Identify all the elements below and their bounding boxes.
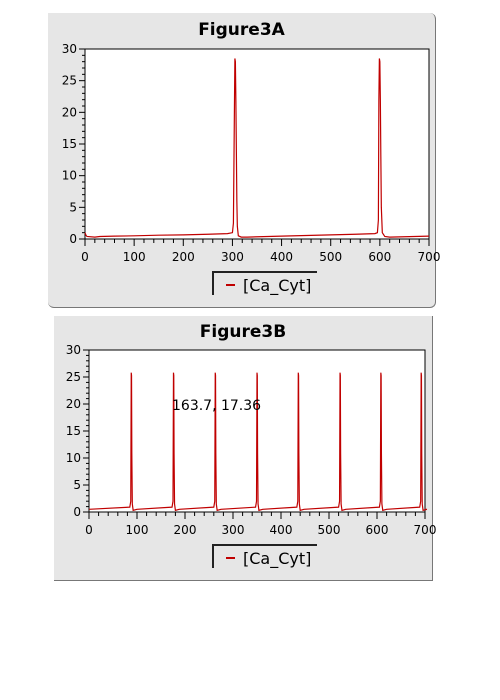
figure-3b-x-tick-label: 0 <box>85 523 93 537</box>
figure-3a-y-tick-label: 20 <box>62 105 77 119</box>
figure-3a-x-tick-label: 500 <box>319 250 342 264</box>
figure-3b-x-tick-label: 700 <box>414 523 437 537</box>
figure-3a-series-line-ca-cyt <box>84 58 430 238</box>
figure-3b-y-tick-label: 30 <box>66 343 81 357</box>
figure-3b-y-tick-label: 20 <box>66 397 81 411</box>
figure-3b-y-tick-label: 15 <box>66 424 81 438</box>
figure-3a-x-tick-label: 400 <box>270 250 293 264</box>
figure-3b-series-line-ca-cyt <box>88 372 428 512</box>
figure-3b-title: Figure3B <box>199 322 287 342</box>
figure-3a-title: Figure3A <box>198 20 285 40</box>
figure-3b-panel: Figure3B 0 5 10 15 20 25 30 0 100 200 300 400 500 600… <box>54 316 437 581</box>
figure-3a-y-tick-label: 30 <box>62 42 77 56</box>
figure-3a-y-tick-label: 15 <box>62 137 77 151</box>
figure-3a-panel: Figure3A 0 5 10 15 20 25 30 0 100 200 300 400 500 600… <box>48 13 441 308</box>
figure-3b-x-tick-label: 100 <box>126 523 149 537</box>
cursor-coordinate-readout: 163.7, 17.36 <box>172 398 262 414</box>
figure-3b-y-tick-label: 5 <box>73 478 81 492</box>
figure-3b-x-tick-label: 400 <box>270 523 293 537</box>
legend-line-swatch <box>226 557 235 559</box>
figure-3a-x-tick-label: 600 <box>368 250 391 264</box>
figure-3b-legend-label: [Ca_Cyt] <box>243 549 312 568</box>
figure-3a-y-tick-label: 0 <box>69 232 77 246</box>
figure-3a-x-tick-label: 200 <box>172 250 195 264</box>
legend-line-swatch <box>226 284 235 286</box>
figure-3a-y-tick-label: 25 <box>62 74 77 88</box>
figure-3b-x-tick-label: 500 <box>318 523 341 537</box>
figure-3b-legend: [Ca_Cyt] <box>212 544 318 568</box>
figure-3a-legend-label: [Ca_Cyt] <box>243 276 312 295</box>
figure-3a-plot-area <box>84 48 430 240</box>
figure-3a-x-tick-label: 700 <box>418 250 441 264</box>
figure-3a-x-tick-label: 300 <box>221 250 244 264</box>
figure-3a-x-tick-label: 0 <box>81 250 89 264</box>
figure-3b-x-tick-label: 600 <box>366 523 389 537</box>
figure-3b-y-tick-label: 10 <box>66 451 81 465</box>
figure-3b-y-tick-label: 25 <box>66 370 81 384</box>
figure-3a-y-tick-label: 5 <box>69 200 77 214</box>
figure-3a-x-tick-label: 100 <box>123 250 146 264</box>
figure-3b-x-tick-label: 300 <box>222 523 245 537</box>
figure-3a-y-tick-label: 10 <box>62 169 77 183</box>
figure-3b-y-tick-label: 0 <box>73 505 81 519</box>
figure-3b-x-tick-label: 200 <box>174 523 197 537</box>
figure-3a-legend: [Ca_Cyt] <box>212 271 318 295</box>
